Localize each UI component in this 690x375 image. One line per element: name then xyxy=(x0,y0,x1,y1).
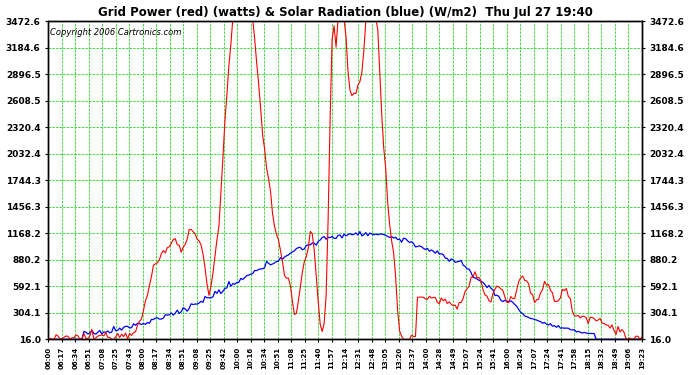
Title: Grid Power (red) (watts) & Solar Radiation (blue) (W/m2)  Thu Jul 27 19:40: Grid Power (red) (watts) & Solar Radiati… xyxy=(97,6,593,18)
Text: Copyright 2006 Cartronics.com: Copyright 2006 Cartronics.com xyxy=(50,28,181,37)
